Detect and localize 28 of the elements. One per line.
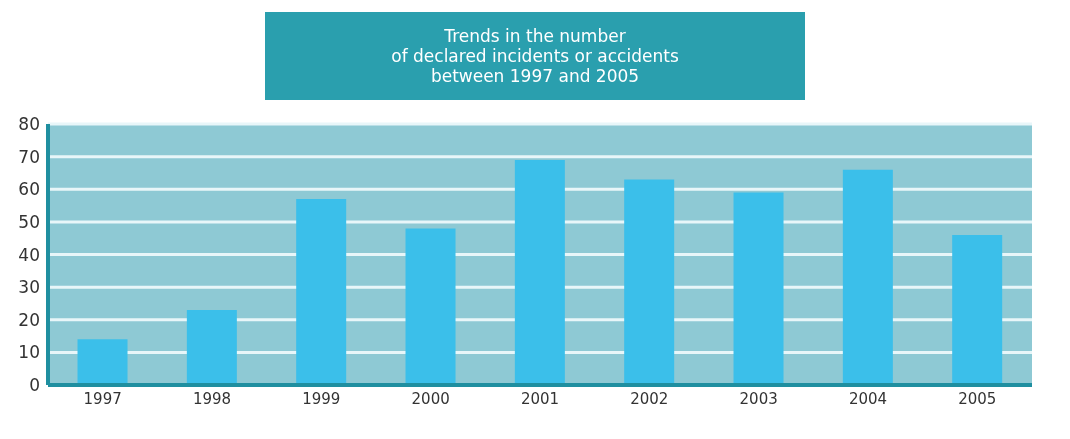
bar	[405, 228, 456, 385]
x-tick-label: 2001	[520, 389, 560, 408]
bar	[77, 339, 128, 385]
y-tick-label: 80	[18, 114, 40, 135]
y-tick-label: 70	[18, 146, 40, 167]
y-tick-label: 0	[29, 375, 40, 396]
bar	[733, 192, 784, 385]
x-tick-label: 2004	[848, 389, 888, 408]
bar	[296, 199, 347, 385]
y-tick-label: 30	[18, 277, 40, 298]
bar	[514, 159, 565, 385]
x-tick-label: 1998	[192, 389, 232, 408]
x-tick-label: 1997	[83, 389, 122, 408]
bar	[952, 234, 1003, 385]
y-tick-label: 50	[18, 211, 40, 232]
y-tick-label: 40	[18, 244, 40, 265]
x-tick-label: 2000	[411, 389, 450, 408]
y-tick-label: 10	[18, 342, 40, 363]
x-tick-label: 1999	[302, 389, 341, 408]
x-tick-label: 2003	[739, 389, 778, 408]
x-tick-label: 2005	[958, 389, 997, 408]
y-tick-label: 20	[18, 309, 40, 330]
bar	[842, 169, 893, 385]
chart-title: Trends in the number of declared incidents or accidents between 1997 and 2005	[390, 26, 680, 86]
bar	[624, 179, 675, 385]
x-tick-label: 2002	[630, 389, 669, 408]
bar	[186, 309, 237, 385]
y-tick-label: 60	[18, 179, 40, 200]
